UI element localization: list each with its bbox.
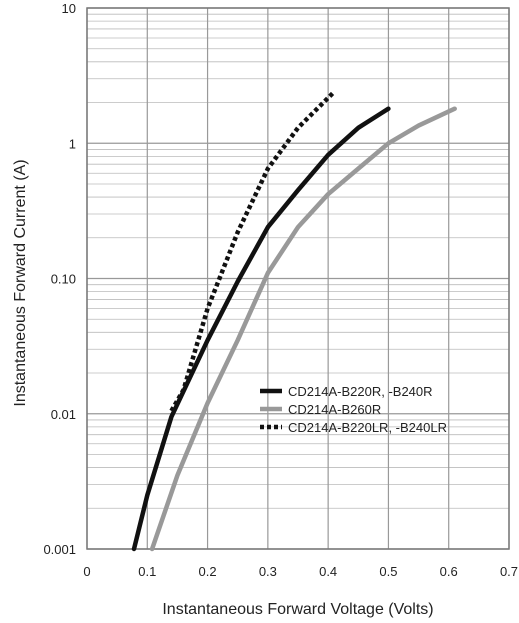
- y-tick-label: 10: [62, 1, 76, 16]
- series-line-2: [149, 106, 457, 552]
- legend-label-2: CD214A-B260R: [288, 402, 381, 417]
- y-axis-title: Instantaneous Forward Current (A): [12, 159, 29, 406]
- legend-label-1: CD214A-B220R, -B240R: [288, 384, 433, 399]
- y-tick-label: 0.001: [43, 542, 76, 557]
- y-tick-label: 1: [69, 136, 76, 151]
- x-tick-label: 0.3: [259, 564, 277, 579]
- plot-grid: [86, 7, 510, 550]
- y-tick-label: 0.10: [51, 272, 76, 287]
- x-tick-label: 0.6: [440, 564, 458, 579]
- y-tick-label: 0.01: [51, 407, 76, 422]
- legend: CD214A-B220R, -B240R CD214A-B260R CD214A-B…: [260, 384, 447, 435]
- x-tick-label: 0.2: [199, 564, 217, 579]
- x-axis-title: Instantaneous Forward Voltage (Volts): [162, 601, 433, 618]
- y-tick-labels: 0.001 0.01 0.10 1 10: [43, 1, 76, 557]
- x-tick-label: 0.7: [500, 564, 518, 579]
- plot-frame: [86, 7, 510, 550]
- series-line-3: [169, 90, 336, 413]
- series-line-1: [131, 106, 391, 552]
- series-layer: [131, 90, 457, 552]
- x-tick-label: 0.4: [319, 564, 337, 579]
- x-tick-label: 0.1: [138, 564, 156, 579]
- x-tick-labels: 0 0.1 0.2 0.3 0.4 0.5 0.6 0.7: [83, 564, 518, 579]
- x-tick-label: 0: [83, 564, 90, 579]
- x-tick-label: 0.5: [379, 564, 397, 579]
- legend-label-3: CD214A-B220LR, -B240LR: [288, 420, 447, 435]
